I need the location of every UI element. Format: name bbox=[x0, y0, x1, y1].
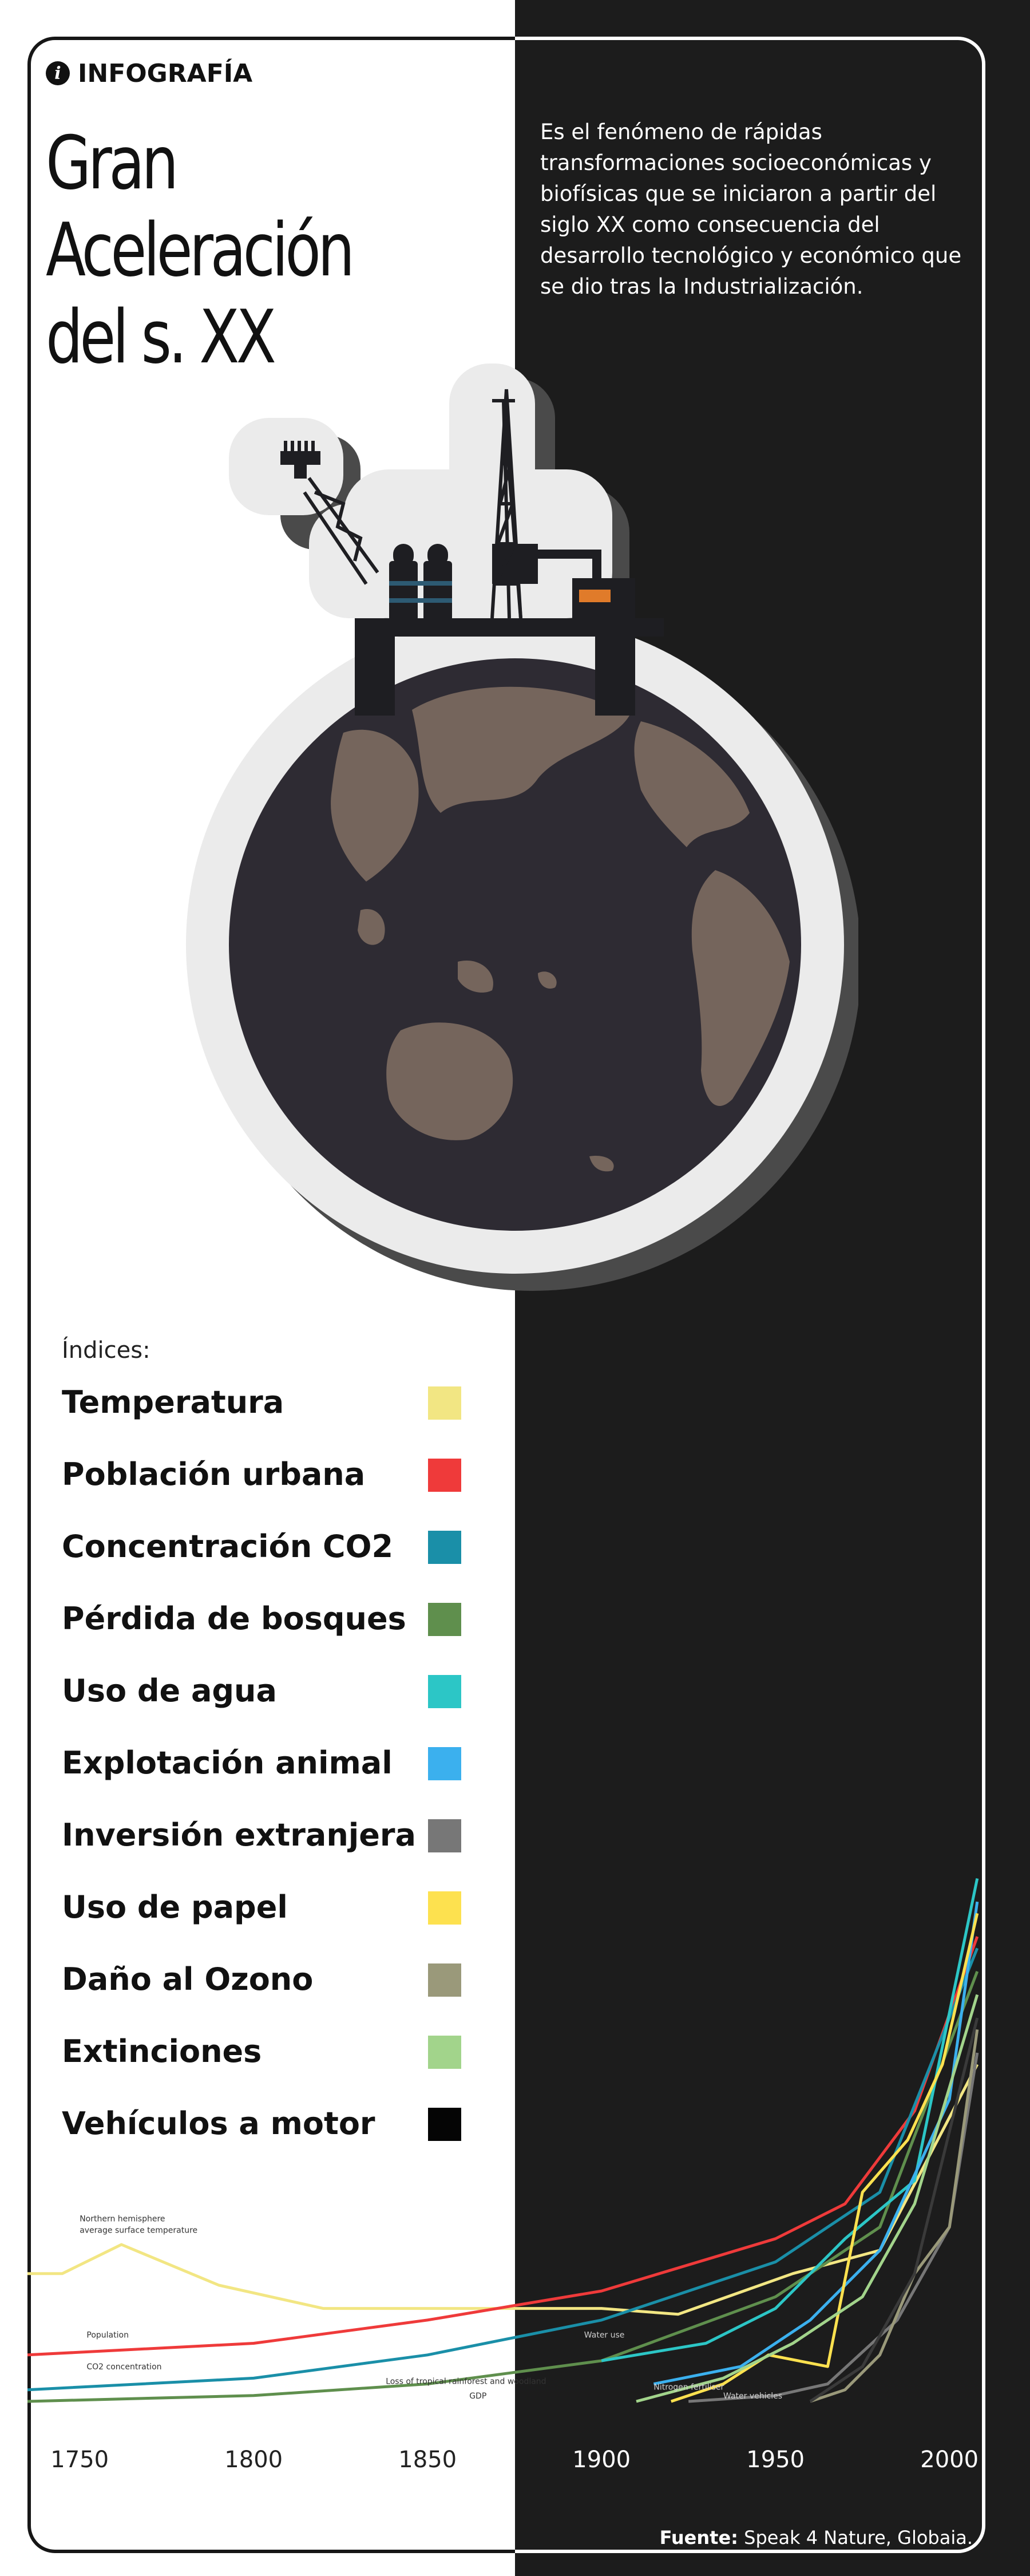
legend-item-label: Extinciones bbox=[62, 2033, 262, 2069]
info-icon: i bbox=[46, 61, 70, 85]
legend-item-label: Uso de agua bbox=[62, 1673, 277, 1709]
legend-item-label: Daño al Ozono bbox=[62, 1961, 314, 1997]
tank-band-2 bbox=[389, 598, 452, 603]
platform-hatch bbox=[579, 590, 611, 602]
chart-annotation: Nitrogen fertiliser bbox=[653, 2383, 724, 2392]
source-label: Fuente: bbox=[659, 2527, 738, 2549]
legend-item: Uso de papel bbox=[62, 1884, 474, 1930]
frame-border-dark-side bbox=[515, 37, 985, 2553]
badge-label: INFOGRAFÍA bbox=[78, 58, 253, 88]
derrick-and-crane bbox=[303, 389, 522, 619]
legend-item-label: Concentración CO2 bbox=[62, 1528, 394, 1564]
series-line bbox=[688, 2052, 979, 2403]
x-tick-label: 1750 bbox=[50, 2447, 109, 2473]
series-line bbox=[27, 1947, 979, 2392]
series-line bbox=[810, 2029, 979, 2403]
chart-annotation: Water vehicles bbox=[723, 2392, 782, 2401]
legend-item-swatch bbox=[428, 1891, 461, 1925]
series-line bbox=[653, 1901, 979, 2385]
legend-item-label: Vehículos a motor bbox=[62, 2105, 375, 2142]
legend-item: Vehículos a motor bbox=[62, 2101, 474, 2147]
series-line bbox=[27, 1936, 979, 2357]
series-line bbox=[27, 1971, 979, 2403]
legend-item-swatch bbox=[428, 1675, 461, 1708]
legend-item-label: Uso de papel bbox=[62, 1889, 288, 1925]
annotation-layer: Northern hemisphere average surface tempe… bbox=[80, 2214, 782, 2401]
chart-annotation: CO2 concentration bbox=[86, 2362, 161, 2372]
legend-item: Extinciones bbox=[62, 2029, 474, 2075]
legend-item: Inversión extranjera bbox=[62, 1812, 474, 1858]
legend-item: Temperatura bbox=[62, 1380, 474, 1425]
series-line bbox=[27, 2064, 979, 2316]
legend-item-swatch bbox=[428, 1819, 461, 1852]
legend-item-label: Explotación animal bbox=[62, 1745, 393, 1781]
chart-annotation: Loss of tropical rainforest and woodland bbox=[386, 2377, 546, 2387]
x-tick-label: 2000 bbox=[920, 2447, 978, 2473]
oil-platform-on-earth-illustration bbox=[186, 364, 858, 1291]
legend-item-swatch bbox=[428, 2108, 461, 2141]
legend-title: Índices: bbox=[62, 1337, 150, 1364]
infographic-badge: i INFOGRAFÍA bbox=[46, 57, 252, 89]
legend-item-swatch bbox=[428, 1386, 461, 1420]
title-line-1: Gran Aceleración bbox=[46, 121, 355, 293]
great-acceleration-chart: Northern hemisphere average surface tempe… bbox=[27, 1878, 979, 2473]
chart-annotation: average surface temperature bbox=[80, 2226, 197, 2235]
source-text: Speak 4 Nature, Globaia. bbox=[744, 2527, 973, 2549]
legend-item-label: Población urbana bbox=[62, 1456, 366, 1492]
series-line bbox=[636, 1994, 979, 2403]
chart-annotation: Northern hemisphere bbox=[80, 2214, 165, 2223]
dark-half-background bbox=[515, 0, 1030, 2576]
legend-item-swatch bbox=[428, 2036, 461, 2069]
tank-band bbox=[389, 581, 452, 586]
legend-item: Daño al Ozono bbox=[62, 1957, 474, 2002]
legend-item: Población urbana bbox=[62, 1452, 474, 1498]
chart-annotation: Water use bbox=[584, 2330, 625, 2340]
legend-item: Explotación animal bbox=[62, 1740, 474, 1786]
legend-item-swatch bbox=[428, 1963, 461, 1997]
legend-item-label: Inversión extranjera bbox=[62, 1817, 416, 1853]
legend-item-swatch bbox=[428, 1459, 461, 1492]
x-tick-label: 1900 bbox=[572, 2447, 631, 2473]
x-tick-label: 1950 bbox=[746, 2447, 805, 2473]
legend-item-label: Temperatura bbox=[62, 1384, 284, 1420]
x-tick-label: 1850 bbox=[398, 2447, 457, 2473]
legend-item-swatch bbox=[428, 1531, 461, 1564]
source-credit: Fuente: Speak 4 Nature, Globaia. bbox=[660, 2527, 973, 2549]
description-text: Es el fenómeno de rápidas transformacion… bbox=[540, 120, 962, 299]
legend-item: Uso de agua bbox=[62, 1668, 474, 1714]
legend-item-swatch bbox=[428, 1747, 461, 1780]
series-line bbox=[671, 1913, 979, 2403]
legend-item-swatch bbox=[428, 1603, 461, 1636]
oil-platform bbox=[280, 441, 664, 716]
series-line bbox=[601, 1878, 979, 2362]
x-tick-label: 1800 bbox=[224, 2447, 283, 2473]
title-line-2: del s. XX bbox=[46, 295, 276, 380]
series-layer bbox=[27, 1878, 979, 2403]
globe-continents bbox=[331, 686, 790, 1172]
chart-annotation: Population bbox=[86, 2330, 129, 2340]
chart-annotation: GDP bbox=[469, 2392, 486, 2401]
legend-item: Pérdida de bosques bbox=[62, 1596, 474, 1642]
page-title: Gran Aceleración del s. XX bbox=[46, 120, 412, 381]
series-line bbox=[809, 2017, 979, 2403]
legend-item-label: Pérdida de bosques bbox=[62, 1601, 406, 1637]
legend-item: Concentración CO2 bbox=[62, 1524, 474, 1570]
x-axis-ticks: 1750 1800 1850 1900 1950 2000 bbox=[50, 2447, 978, 2473]
